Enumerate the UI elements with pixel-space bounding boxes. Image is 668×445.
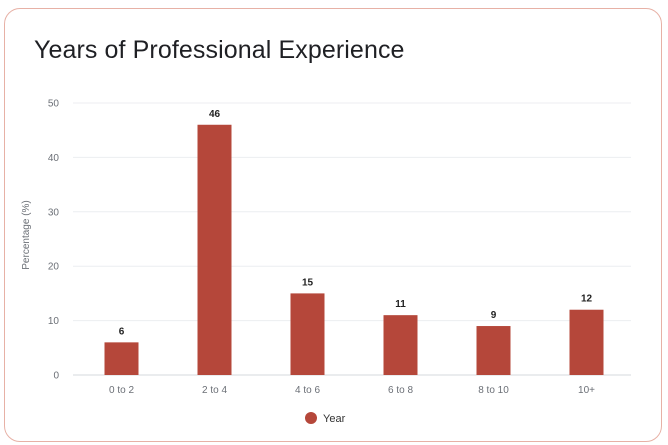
chart-card: Years of Professional Experience 0 10 20 30… — [4, 8, 662, 442]
y-axis-title: Percentage (%) — [21, 200, 32, 269]
x-axis-ticks: 0 to 2 2 to 4 4 to 6 6 to 8 8 to 10 10+ — [109, 385, 595, 396]
bar-value-label: 6 — [119, 326, 125, 337]
bar-2-to-4[interactable] — [197, 124, 232, 375]
bar-0-to-2[interactable] — [104, 342, 139, 375]
legend-label-year: Year — [323, 413, 346, 425]
bar-value-label: 9 — [491, 310, 497, 321]
y-tick-label: 0 — [53, 371, 59, 382]
x-tick-label: 4 to 6 — [295, 385, 320, 396]
x-tick-label: 0 to 2 — [109, 385, 134, 396]
bar-4-to-6[interactable] — [290, 293, 325, 375]
bars — [104, 124, 604, 375]
y-axis-ticks: 0 10 20 30 40 50 — [48, 99, 60, 382]
bar-value-label: 46 — [209, 109, 221, 120]
bar-value-label: 11 — [395, 299, 406, 310]
y-tick-label: 10 — [48, 316, 60, 327]
bar-value-labels: 6 46 15 11 9 12 — [119, 109, 593, 338]
gridlines — [73, 102, 631, 376]
y-tick-label: 50 — [48, 99, 60, 110]
bar-chart: 0 10 20 30 40 50 6 46 15 11 9 12 0 to 2 2 to 4 4 to … — [21, 99, 631, 425]
legend[interactable]: Year — [305, 412, 346, 425]
x-tick-label: 10+ — [578, 385, 595, 396]
bar-value-label: 12 — [581, 294, 593, 305]
y-tick-label: 30 — [48, 207, 60, 218]
y-tick-label: 20 — [48, 262, 60, 273]
bar-value-label: 15 — [302, 277, 314, 288]
x-tick-label: 6 to 8 — [388, 385, 413, 396]
chart-title: Years of Professional Experience — [34, 36, 405, 64]
y-tick-label: 40 — [48, 153, 60, 164]
x-tick-label: 2 to 4 — [202, 385, 227, 396]
x-tick-label: 8 to 10 — [478, 385, 509, 396]
legend-swatch-year — [305, 412, 317, 424]
bar-6-to-8[interactable] — [383, 315, 418, 375]
bar-10-[interactable] — [569, 309, 604, 375]
bar-8-to-10[interactable] — [476, 326, 511, 375]
